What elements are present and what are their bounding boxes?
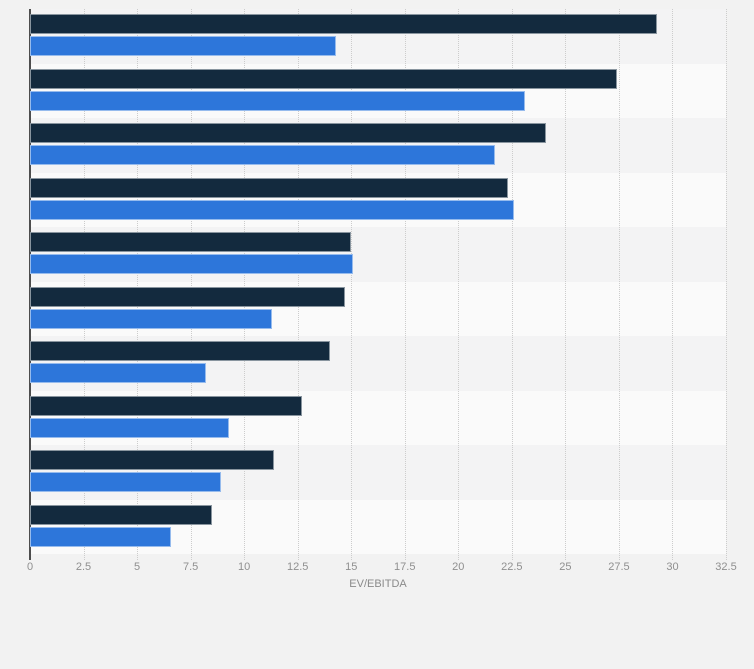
x-tick-label: 25	[559, 561, 572, 573]
x-tick-label: 17.5	[394, 561, 416, 573]
bar-blue-series-group-8[interactable]	[30, 417, 230, 438]
vertical-gridline	[458, 9, 460, 560]
x-tick-label: 0	[26, 561, 34, 573]
bar-blue-series-group-6[interactable]	[30, 308, 272, 329]
vertical-gridline	[83, 9, 85, 560]
bar-dark-navy-series-group-9[interactable]	[30, 450, 275, 470]
vertical-gridline	[351, 9, 353, 560]
bar-blue-series-group-2[interactable]	[30, 90, 525, 111]
bar-dark-navy-series-group-6[interactable]	[30, 286, 345, 307]
x-tick-label: 10	[238, 561, 251, 573]
bar-blue-series-group-9[interactable]	[30, 472, 221, 492]
bar-dark-navy-series-group-10[interactable]	[30, 504, 213, 525]
vertical-gridline	[244, 9, 246, 560]
vertical-gridline	[618, 9, 620, 560]
bar-blue-series-group-10[interactable]	[30, 526, 172, 547]
bar-blue-series-group-7[interactable]	[30, 363, 206, 383]
x-axis-title: EV/EBITDA	[349, 578, 407, 590]
y-axis-line	[28, 9, 31, 560]
bar-dark-navy-series-group-5[interactable]	[30, 232, 352, 252]
bar-dark-navy-series-group-1[interactable]	[30, 14, 658, 34]
x-tick-label: 22.5	[501, 561, 523, 573]
vertical-gridline	[137, 9, 139, 560]
bar-dark-navy-series-group-2[interactable]	[30, 68, 617, 89]
x-tick-label: 27.5	[608, 561, 630, 573]
bar-blue-series-group-3[interactable]	[30, 145, 495, 165]
vertical-gridline	[190, 9, 192, 560]
vertical-gridline	[726, 9, 727, 560]
x-tick-label: 30	[666, 561, 679, 573]
vertical-gridline	[565, 9, 567, 560]
bar-blue-series-group-5[interactable]	[30, 254, 354, 274]
vertical-gridline	[511, 9, 513, 560]
x-tick-label: 20	[452, 561, 465, 573]
vertical-gridline	[672, 9, 674, 560]
x-tick-label: 7.5	[182, 561, 199, 573]
bar-blue-series-group-4[interactable]	[30, 199, 514, 220]
bar-dark-navy-series-group-7[interactable]	[30, 341, 330, 361]
bar-dark-navy-series-group-4[interactable]	[30, 177, 508, 198]
x-tick-label: 15	[345, 561, 358, 573]
bar-dark-navy-series-group-3[interactable]	[30, 123, 547, 143]
vertical-gridline	[297, 9, 299, 560]
x-tick-label: 12.5	[286, 561, 309, 573]
bar-blue-series-group-1[interactable]	[30, 36, 337, 56]
x-tick-label: 2.5	[75, 561, 92, 573]
x-tick-label: 32.5	[715, 561, 737, 573]
x-tick-label: 5	[134, 561, 141, 573]
vertical-gridline	[404, 9, 406, 560]
bar-dark-navy-series-group-8[interactable]	[30, 395, 302, 416]
